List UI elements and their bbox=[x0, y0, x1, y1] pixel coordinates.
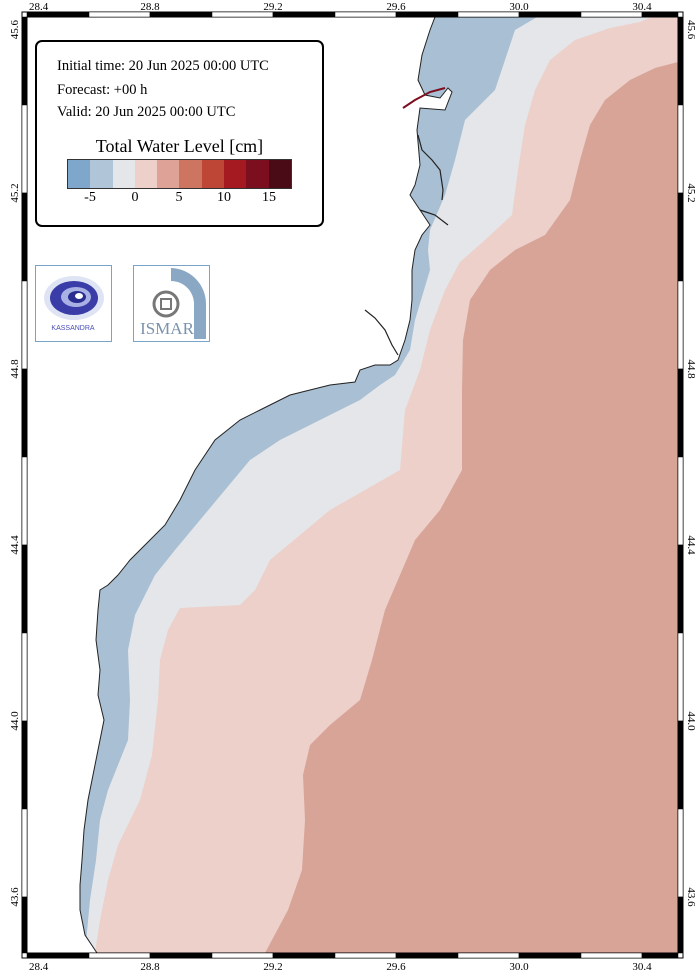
longitude-label-bottom: 28.4 bbox=[29, 961, 49, 973]
legend-swatch-1 bbox=[90, 160, 113, 188]
initial-time-text: Initial time: 20 Jun 2025 00:00 UTC bbox=[57, 58, 269, 74]
frame-segment-left bbox=[21, 368, 28, 458]
latitude-labels: 45.6 45.6 45.2 45.2 44.8 44.8 44.4 44.4 44.0 44.0… bbox=[9, 20, 697, 908]
longitude-labels: 28.4 28.4 28.8 28.8 29.2 29.2 29.6 29.6 30.0 30.0… bbox=[29, 1, 652, 973]
ismar-logo-text: ISMAR bbox=[140, 319, 195, 338]
frame-segment-right bbox=[677, 896, 684, 954]
frame-segment-bottom bbox=[395, 952, 459, 959]
longitude-label-top: 30.4 bbox=[632, 1, 652, 13]
frame-segment-right bbox=[677, 544, 684, 634]
frame-ticks bbox=[21, 11, 684, 959]
forecast-text: Forecast: +00 h bbox=[57, 82, 148, 98]
frame-segment-left bbox=[21, 808, 28, 898]
legend-title: Total Water Level [cm] bbox=[95, 136, 264, 156]
longitude-label-top: 29.2 bbox=[263, 1, 282, 13]
latitude-label-right: 44.4 bbox=[685, 535, 697, 555]
latitude-label-left: 44.4 bbox=[9, 535, 21, 555]
map-field bbox=[27, 17, 678, 953]
legend-swatch-6 bbox=[201, 160, 225, 188]
latitude-label-left: 44.8 bbox=[9, 359, 21, 379]
legend-tick-label: 10 bbox=[217, 190, 231, 205]
kassandra-logo: KASSANDRA bbox=[35, 265, 112, 342]
frame-segment-right bbox=[677, 280, 684, 370]
frame-segment-right bbox=[677, 192, 684, 282]
longitude-label-top: 28.4 bbox=[29, 1, 49, 13]
frame-segment-bottom bbox=[88, 952, 151, 959]
legend-swatch-3 bbox=[134, 160, 158, 188]
frame-segment-bottom bbox=[272, 952, 336, 959]
legend-swatch-4 bbox=[157, 160, 180, 188]
latitude-label-right: 44.0 bbox=[685, 711, 697, 731]
kassandra-logo-text: KASSANDRA bbox=[51, 325, 95, 332]
frame-segment-left bbox=[21, 104, 28, 194]
latitude-label-left: 45.6 bbox=[9, 20, 21, 40]
frame-segment-right bbox=[677, 720, 684, 810]
longitude-label-top: 28.8 bbox=[140, 1, 160, 13]
valid-time-text: Valid: 20 Jun 2025 00:00 UTC bbox=[57, 104, 236, 120]
frame-segment-bottom bbox=[149, 952, 213, 959]
frame-segment-top bbox=[641, 11, 679, 18]
frame-segment-right bbox=[677, 368, 684, 458]
frame-segment-left bbox=[21, 720, 28, 810]
legend-tick-label: 15 bbox=[262, 190, 276, 205]
frame-segment-bottom bbox=[641, 952, 679, 959]
frame-segment-left bbox=[21, 632, 28, 722]
latitude-label-right: 45.6 bbox=[685, 20, 697, 40]
frame-segment-right bbox=[677, 104, 684, 194]
frame-segment-bottom bbox=[518, 952, 582, 959]
frame-segment-bottom bbox=[211, 952, 274, 959]
legend-swatch-7 bbox=[224, 160, 247, 188]
longitude-label-bottom: 30.0 bbox=[509, 961, 529, 973]
frame-segment-right bbox=[677, 632, 684, 722]
legend-swatch-9 bbox=[268, 160, 291, 188]
frame-segment-bottom bbox=[457, 952, 520, 959]
latitude-label-left: 44.0 bbox=[9, 711, 21, 731]
frame-segment-left bbox=[21, 896, 28, 954]
land-area bbox=[27, 17, 453, 953]
frame-segment-bottom bbox=[334, 952, 397, 959]
lagoon-outline bbox=[364, 134, 449, 356]
river-channel bbox=[402, 87, 446, 109]
frame-segment-left bbox=[21, 544, 28, 634]
latitude-label-right: 44.8 bbox=[685, 359, 697, 379]
legend-tick-label: 0 bbox=[131, 190, 139, 205]
latitude-label-left: 45.2 bbox=[9, 183, 21, 202]
longitude-label-bottom: 28.8 bbox=[140, 961, 160, 973]
info-panel: Initial time: 20 Jun 2025 00:00 UTC Fore… bbox=[35, 40, 324, 227]
legend-swatch-5 bbox=[179, 160, 202, 188]
legend-swatch-0 bbox=[68, 160, 91, 188]
longitude-label-bottom: 30.4 bbox=[632, 961, 652, 973]
latitude-label-right: 43.6 bbox=[685, 887, 697, 907]
frame-segment-left bbox=[21, 192, 28, 282]
legend-swatch-2 bbox=[112, 160, 135, 188]
latitude-label-right: 45.2 bbox=[685, 183, 697, 202]
legend-color-bar bbox=[67, 159, 292, 189]
frame-segment-left bbox=[21, 456, 28, 546]
frame-segment-left bbox=[21, 280, 28, 370]
longitude-label-top: 29.6 bbox=[386, 1, 406, 13]
longitude-label-top: 30.0 bbox=[509, 1, 529, 13]
frame-segment-right bbox=[677, 456, 684, 546]
legend-swatch-8 bbox=[246, 160, 269, 188]
ismar-logo: ISMAR bbox=[133, 265, 210, 342]
frame-segment-bottom bbox=[580, 952, 643, 959]
latitude-label-left: 43.6 bbox=[9, 887, 21, 907]
legend-tick-label: 5 bbox=[175, 190, 183, 205]
frame-segment-right bbox=[677, 16, 684, 106]
frame-segment-left bbox=[21, 16, 28, 106]
frame-segment-right bbox=[677, 808, 684, 898]
longitude-label-bottom: 29.6 bbox=[386, 961, 406, 973]
longitude-label-bottom: 29.2 bbox=[263, 961, 282, 973]
legend-tick-label: -5 bbox=[84, 190, 96, 205]
frame-segment-bottom bbox=[26, 952, 90, 959]
